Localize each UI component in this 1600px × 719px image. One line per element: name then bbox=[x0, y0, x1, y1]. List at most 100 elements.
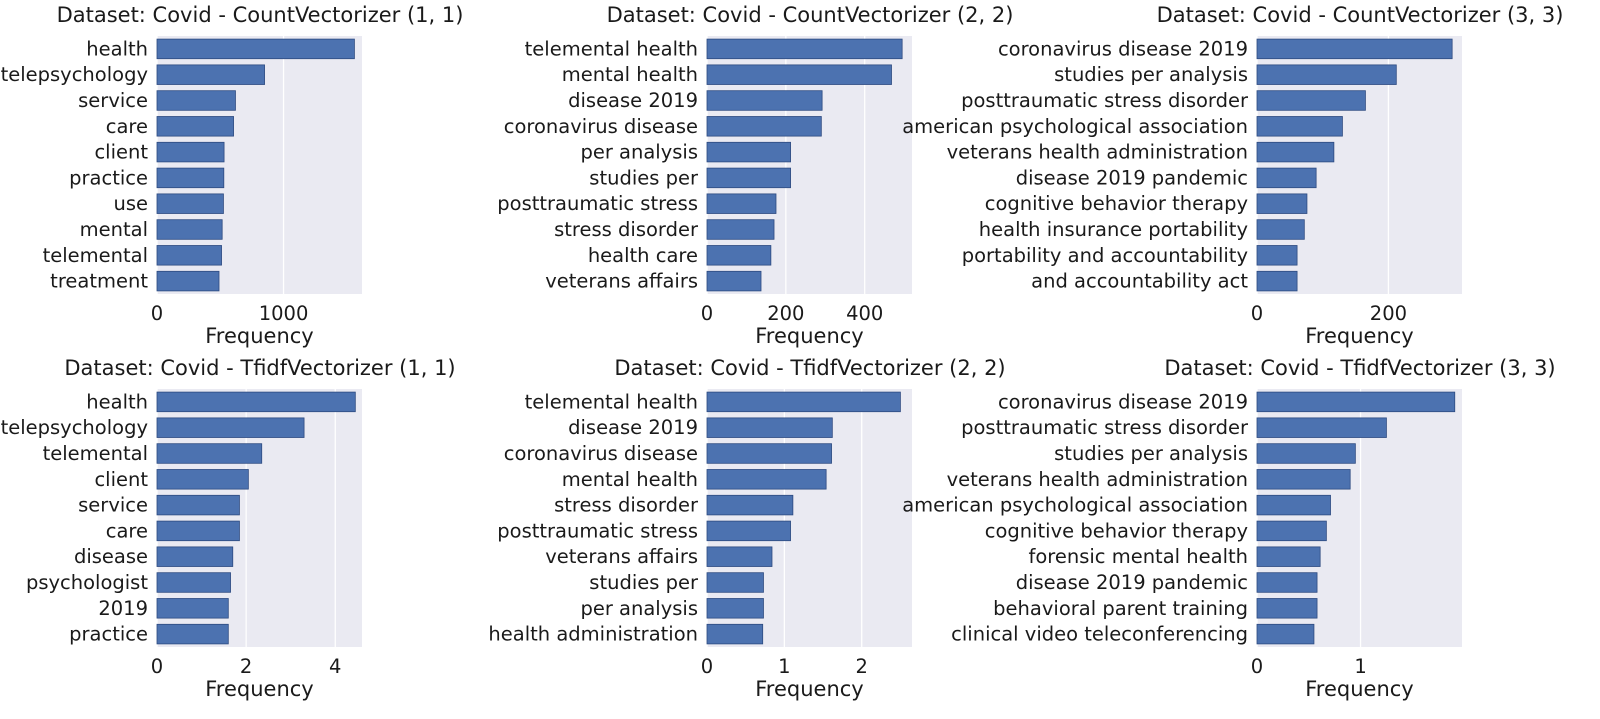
chart-panel-5: telemental health disease 2019 coronavirus… bbox=[488, 356, 1005, 701]
x-axis-label: Frequency bbox=[205, 677, 314, 701]
category-label: per analysis bbox=[580, 597, 698, 620]
category-label: cognitive behavior therapy bbox=[985, 192, 1248, 215]
bar bbox=[1256, 417, 1387, 438]
x-axis-label: Frequency bbox=[1305, 677, 1414, 701]
chart-panel-1: health telepsychology service care clientpra… bbox=[1, 3, 464, 348]
bar bbox=[706, 443, 832, 464]
chart-title: Dataset: Covid - CountVectorizer (1, 1) bbox=[57, 3, 464, 27]
chart-panel-3: coronavirus disease 2019 studies per anal… bbox=[902, 3, 1563, 348]
bar bbox=[1256, 572, 1318, 593]
category-label: veterans health administration bbox=[947, 468, 1248, 491]
category-label: psychologist bbox=[26, 571, 148, 594]
category-label: care bbox=[106, 115, 148, 138]
category-label: service bbox=[78, 494, 148, 517]
bar bbox=[156, 116, 234, 137]
bar bbox=[706, 38, 903, 60]
bar bbox=[706, 64, 892, 85]
bar bbox=[1256, 38, 1453, 60]
category-label: telepsychology bbox=[1, 63, 148, 86]
bar bbox=[706, 193, 777, 214]
bar bbox=[156, 546, 234, 567]
category-label: posttraumatic stress disorder bbox=[961, 89, 1249, 112]
category-label: forensic mental health bbox=[1028, 545, 1248, 568]
category-label: stress disorder bbox=[554, 218, 699, 241]
category-label: disease 2019 bbox=[568, 416, 698, 439]
category-label: stress disorder bbox=[554, 494, 699, 517]
category-label: american psychological association bbox=[902, 494, 1248, 517]
bar bbox=[706, 623, 764, 645]
x-tick-label: 0 bbox=[701, 655, 713, 678]
chart-panel-4: health telepsychology telemental client serv… bbox=[1, 356, 456, 701]
category-label: studies per analysis bbox=[1054, 442, 1248, 465]
chart-title: Dataset: Covid - CountVectorizer (2, 2) bbox=[607, 3, 1014, 27]
bar bbox=[1256, 520, 1327, 542]
category-label: behavioral parent training bbox=[993, 597, 1248, 620]
category-label: veterans affairs bbox=[545, 545, 698, 568]
category-label: veterans health administration bbox=[947, 141, 1248, 164]
x-tick-label: 2 bbox=[240, 655, 252, 678]
bar bbox=[706, 90, 823, 111]
x-tick-label: 200 bbox=[767, 302, 804, 325]
bar bbox=[1256, 193, 1308, 214]
bar bbox=[156, 469, 249, 490]
x-axis-label: Frequency bbox=[205, 324, 314, 348]
x-tick-label: 4 bbox=[329, 655, 341, 678]
bar bbox=[706, 469, 827, 490]
category-label: clinical video teleconferencing bbox=[951, 623, 1248, 646]
category-label: care bbox=[106, 519, 148, 542]
category-label: health bbox=[86, 390, 148, 413]
bar bbox=[1256, 494, 1331, 516]
category-label: telemental bbox=[43, 442, 148, 465]
category-label: service bbox=[78, 89, 148, 112]
category-label: mental bbox=[80, 218, 148, 241]
chart-panel-2: telemental health mental health disease 20… bbox=[497, 3, 1013, 348]
category-label: disease 2019 pandemic bbox=[1016, 571, 1248, 594]
bar bbox=[156, 90, 236, 111]
bar bbox=[706, 520, 791, 542]
x-tick-label: 1000 bbox=[259, 302, 309, 325]
x-tick-label: 1 bbox=[1354, 655, 1366, 678]
bar bbox=[706, 116, 822, 137]
category-label: posttraumatic stress bbox=[497, 192, 698, 215]
bar bbox=[1256, 219, 1305, 240]
category-label: posttraumatic stress disorder bbox=[961, 416, 1249, 439]
bar bbox=[1256, 167, 1317, 189]
category-label: portability and accountability bbox=[962, 244, 1248, 267]
category-label: 2019 bbox=[98, 597, 148, 620]
bar bbox=[706, 141, 791, 163]
bar bbox=[706, 417, 833, 438]
category-label: disease bbox=[74, 545, 148, 568]
bar bbox=[1256, 598, 1318, 619]
category-label: per analysis bbox=[580, 141, 698, 164]
bar bbox=[1256, 546, 1321, 567]
x-axis-label: Frequency bbox=[755, 324, 864, 348]
category-label: cognitive behavior therapy bbox=[985, 519, 1248, 542]
category-label: and accountability act bbox=[1031, 270, 1248, 293]
bar bbox=[706, 572, 764, 593]
chart-title: Dataset: Covid - CountVectorizer (3, 3) bbox=[1157, 3, 1564, 27]
bar bbox=[156, 64, 265, 85]
category-label: telepsychology bbox=[1, 416, 148, 439]
category-label: client bbox=[94, 141, 148, 164]
x-axis-label: Frequency bbox=[755, 677, 864, 701]
bar bbox=[156, 494, 240, 516]
x-axis-label: Frequency bbox=[1305, 324, 1414, 348]
bar bbox=[1256, 443, 1356, 464]
bar bbox=[156, 270, 220, 292]
category-label: coronavirus disease bbox=[504, 115, 698, 138]
chart-title: Dataset: Covid - TfidfVectorizer (1, 1) bbox=[64, 356, 455, 380]
bar bbox=[1256, 64, 1397, 85]
bar bbox=[156, 520, 240, 542]
chart-panel-6: coronavirus disease 2019 posttraumatic st… bbox=[902, 356, 1555, 701]
bar bbox=[1256, 623, 1315, 645]
bar bbox=[1256, 391, 1456, 413]
bar bbox=[706, 546, 773, 567]
category-label: mental health bbox=[562, 468, 698, 491]
category-label: veterans affairs bbox=[545, 270, 698, 293]
bar bbox=[1256, 90, 1366, 111]
category-label: disease 2019 pandemic bbox=[1016, 166, 1248, 189]
chart-title: Dataset: Covid - TfidfVectorizer (2, 2) bbox=[614, 356, 1005, 380]
category-label: mental health bbox=[562, 63, 698, 86]
category-label: health care bbox=[588, 244, 698, 267]
x-tick-label: 200 bbox=[1370, 302, 1407, 325]
